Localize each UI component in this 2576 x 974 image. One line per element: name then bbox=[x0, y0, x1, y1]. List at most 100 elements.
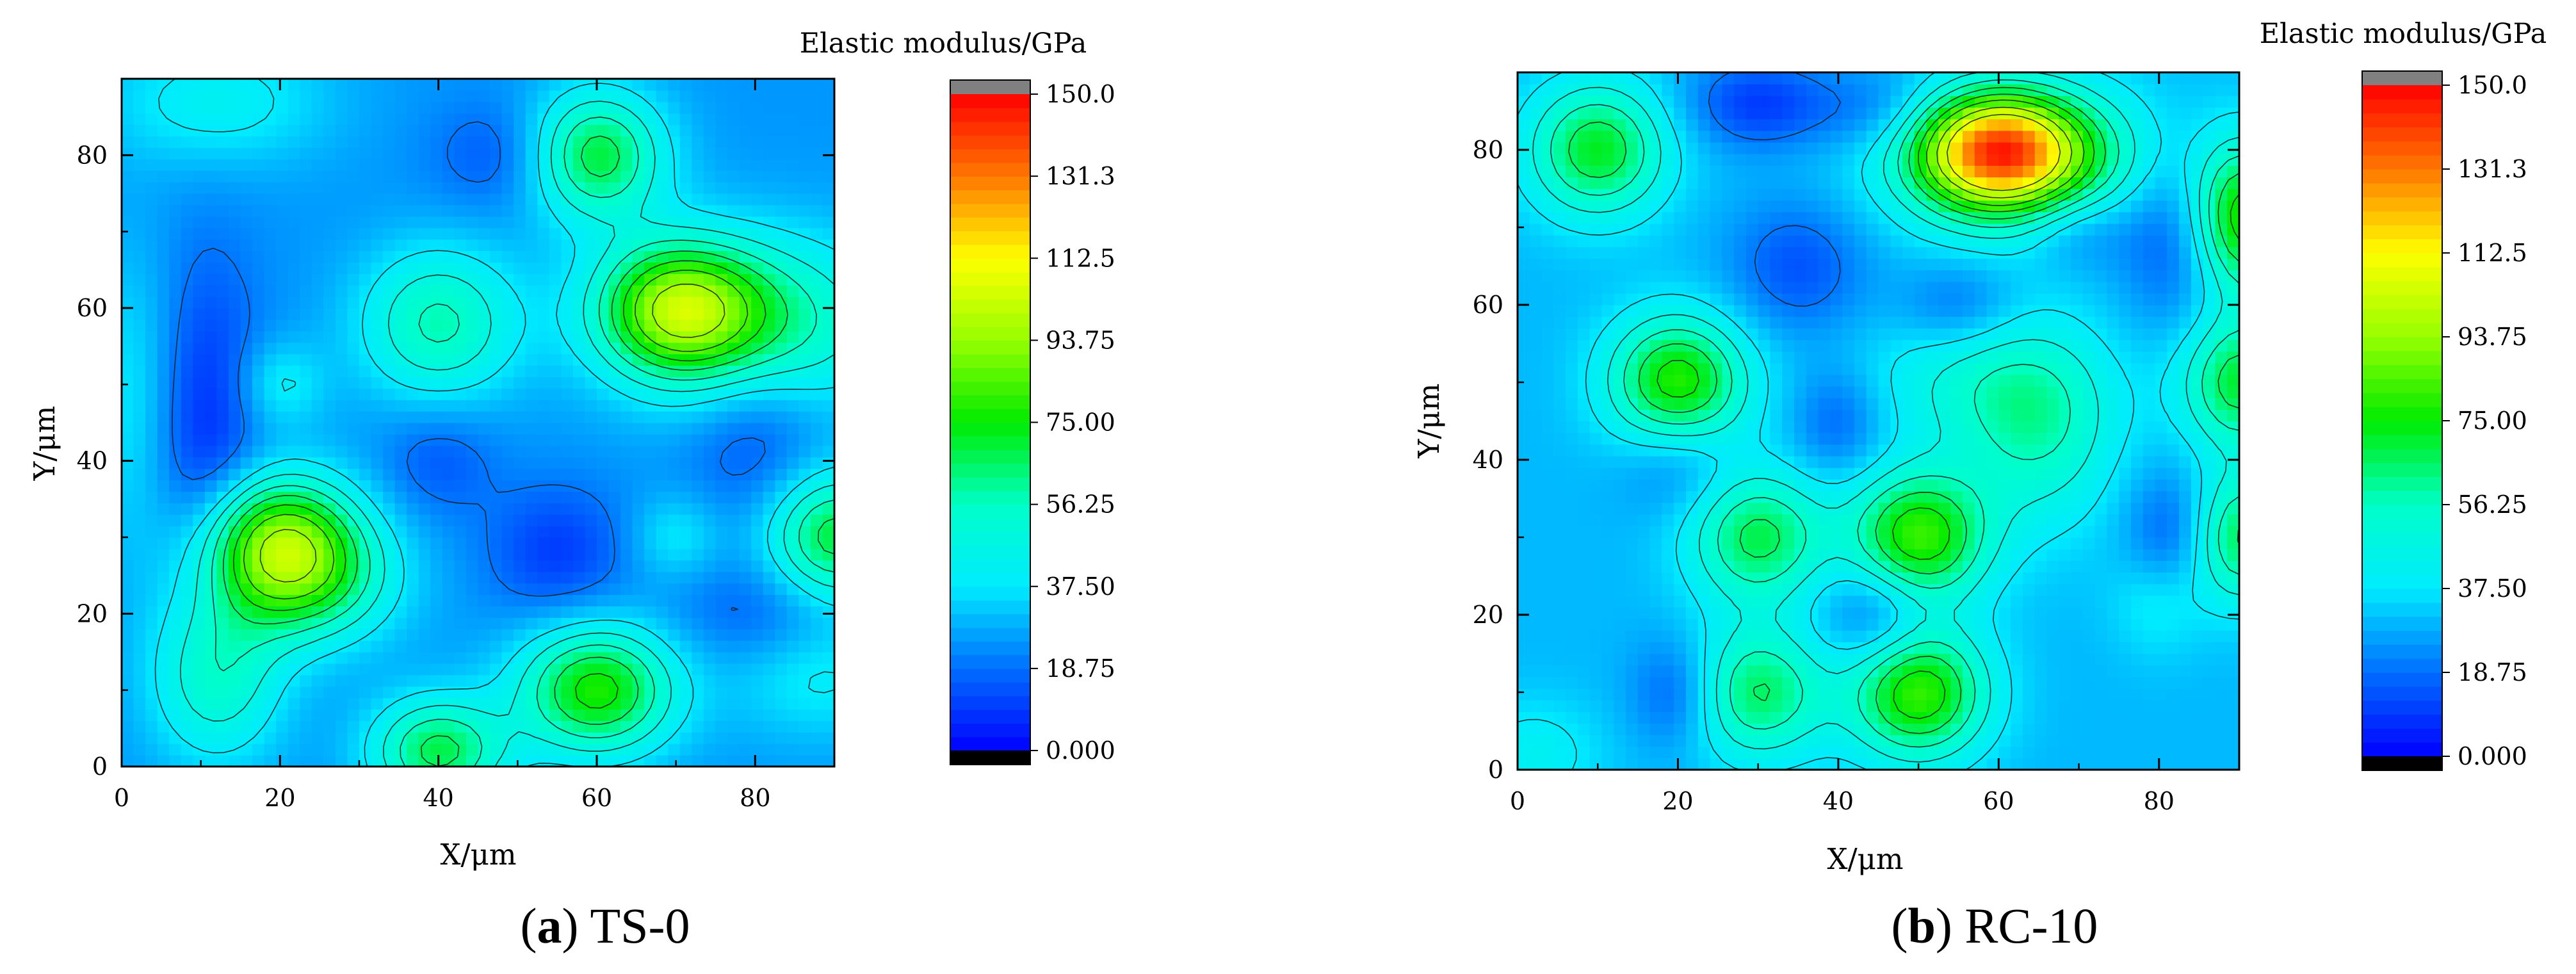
heatmap-cell bbox=[739, 377, 752, 389]
heatmap-cell bbox=[537, 594, 550, 606]
heatmap-cell bbox=[1662, 688, 1674, 701]
heatmap-cell bbox=[371, 423, 384, 435]
heatmap-cell bbox=[1866, 606, 1879, 619]
heatmap-cell bbox=[786, 468, 799, 481]
heatmap-cell bbox=[572, 560, 586, 572]
heatmap-cell bbox=[1734, 619, 1747, 631]
heatmap-cell bbox=[371, 250, 384, 263]
heatmap-cell bbox=[133, 640, 146, 653]
heatmap-cell bbox=[822, 594, 834, 606]
heatmap-cell bbox=[1758, 525, 1771, 538]
heatmap-cell bbox=[264, 159, 277, 171]
heatmap-cell bbox=[228, 697, 241, 710]
heatmap-cell bbox=[2215, 711, 2228, 724]
heatmap-cell bbox=[597, 308, 610, 320]
heatmap-cell bbox=[549, 491, 562, 503]
heatmap-cell bbox=[1782, 537, 1795, 549]
heatmap-cell bbox=[311, 124, 324, 137]
heatmap-cell bbox=[240, 159, 253, 171]
heatmap-cell bbox=[1890, 595, 1903, 608]
heatmap-cell bbox=[359, 606, 372, 618]
heatmap-cell bbox=[1770, 735, 1783, 747]
heatmap-cell bbox=[394, 330, 407, 343]
heatmap-cell bbox=[525, 124, 538, 137]
heatmap-cell bbox=[1782, 758, 1795, 770]
heatmap-cell bbox=[335, 239, 348, 252]
heatmap-cell bbox=[1830, 595, 1843, 608]
heatmap-cell bbox=[514, 216, 526, 229]
heatmap-cell bbox=[632, 136, 645, 148]
heatmap-cell bbox=[454, 606, 467, 618]
heatmap-cell bbox=[656, 640, 668, 653]
heatmap-cell bbox=[692, 617, 704, 629]
heatmap-cell bbox=[739, 732, 752, 744]
heatmap-cell bbox=[193, 732, 206, 744]
heatmap-cell bbox=[1722, 723, 1735, 736]
heatmap-cell bbox=[656, 204, 668, 217]
heatmap-cell bbox=[1734, 688, 1747, 701]
heatmap-cell bbox=[240, 377, 253, 389]
heatmap-cell bbox=[525, 273, 538, 286]
heatmap-cell bbox=[478, 560, 490, 572]
heatmap-cell bbox=[1518, 735, 1530, 747]
heatmap-cell bbox=[632, 411, 645, 423]
heatmap-cell bbox=[727, 514, 740, 526]
heatmap-cell bbox=[501, 239, 514, 252]
heatmap-cell bbox=[692, 423, 704, 435]
heatmap-cell bbox=[597, 239, 610, 252]
heatmap-cell bbox=[763, 709, 775, 721]
heatmap-cell bbox=[679, 388, 692, 400]
heatmap-cell bbox=[739, 101, 752, 114]
heatmap-cell bbox=[727, 273, 740, 286]
heatmap-cell bbox=[311, 319, 324, 332]
heatmap-cell bbox=[2119, 642, 2132, 654]
heatmap-cell bbox=[775, 720, 788, 733]
heatmap-cell bbox=[204, 652, 218, 664]
heatmap-cell bbox=[394, 308, 407, 320]
heatmap-cell bbox=[679, 594, 692, 606]
heatmap-cell bbox=[2034, 630, 2048, 642]
heatmap-cell bbox=[122, 457, 134, 469]
heatmap-cell bbox=[2215, 525, 2228, 538]
heatmap-cell bbox=[1529, 711, 1543, 724]
heatmap-cell bbox=[1722, 642, 1735, 654]
heatmap-cell bbox=[632, 526, 645, 538]
heatmap-cell bbox=[1518, 711, 1530, 724]
heatmap-cell bbox=[1974, 525, 1988, 538]
heatmap-cell bbox=[2179, 711, 2192, 724]
heatmap-cell bbox=[2046, 595, 2059, 608]
heatmap-cell bbox=[288, 686, 300, 699]
heatmap-cell bbox=[288, 216, 300, 229]
heatmap-cell bbox=[1529, 619, 1543, 631]
heatmap-cell bbox=[466, 101, 479, 114]
heatmap-cell bbox=[204, 124, 218, 137]
heatmap-cell bbox=[620, 182, 633, 194]
heatmap-cell bbox=[2191, 642, 2204, 654]
heatmap-cell bbox=[394, 457, 407, 469]
heatmap-cell bbox=[335, 674, 348, 687]
heatmap-cell bbox=[763, 755, 775, 767]
heatmap-cell bbox=[1649, 595, 1662, 608]
heatmap-cell bbox=[1601, 525, 1614, 538]
heatmap-cell bbox=[418, 537, 431, 549]
heatmap-cell bbox=[1998, 606, 2011, 619]
heatmap-cell bbox=[668, 79, 681, 91]
heatmap-cell bbox=[679, 629, 692, 641]
heatmap-cell bbox=[204, 353, 218, 366]
heatmap-cell bbox=[347, 250, 360, 263]
heatmap-cell bbox=[1746, 630, 1759, 642]
heatmap-cell bbox=[2082, 688, 2096, 701]
heatmap-cell bbox=[1541, 583, 1554, 596]
heatmap-cell bbox=[454, 709, 467, 721]
heatmap-cell bbox=[822, 423, 834, 435]
heatmap-cell bbox=[407, 674, 419, 687]
heatmap-cell bbox=[276, 709, 289, 721]
heatmap-cell bbox=[335, 400, 348, 412]
heatmap-cell bbox=[347, 262, 360, 274]
heatmap-cell bbox=[1890, 746, 1903, 759]
heatmap-cell bbox=[656, 90, 668, 102]
colorbar-band bbox=[950, 340, 1030, 355]
heatmap-cell bbox=[169, 377, 182, 389]
xlabel-a: X/μm bbox=[440, 838, 516, 872]
heatmap-cell bbox=[810, 365, 823, 377]
